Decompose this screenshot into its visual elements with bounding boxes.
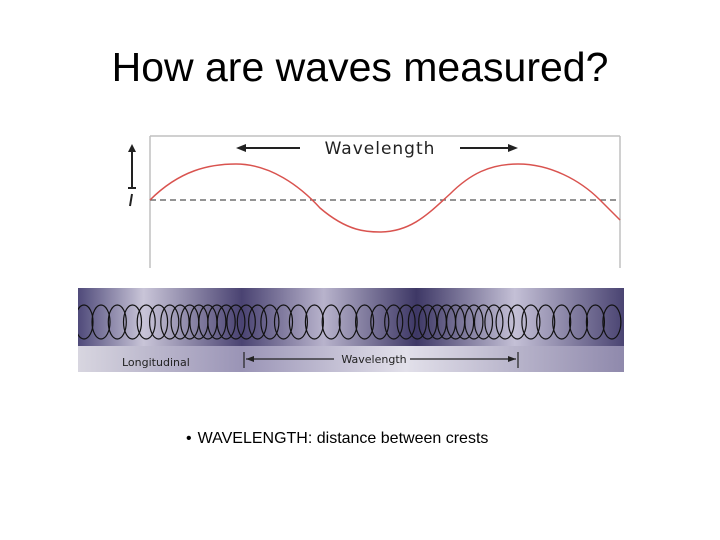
- coil-loop: [216, 304, 236, 340]
- coil-loop: [91, 304, 111, 340]
- coil-loop: [136, 304, 156, 340]
- coil-loop: [78, 304, 94, 340]
- coil-loop: [521, 304, 541, 340]
- coil-loop: [107, 304, 127, 340]
- coil-loop: [602, 304, 622, 340]
- coil-loop: [418, 304, 438, 340]
- coil-loop: [122, 304, 143, 340]
- coil-loop: [248, 304, 268, 340]
- coil-loop: [484, 304, 504, 340]
- bullet-text: WAVELENGTH: distance between crests: [197, 430, 489, 447]
- coil-loop: [507, 304, 527, 340]
- coil-loop: [160, 304, 180, 340]
- coil-loop: [407, 304, 427, 340]
- coil-loop: [207, 304, 227, 340]
- coil-loop: [473, 304, 494, 340]
- longitudinal-wavelength-label: Wavelength: [341, 353, 406, 366]
- wavelength-label: Wavelength: [325, 139, 436, 159]
- coil-loop: [355, 304, 375, 340]
- coil-loop: [288, 304, 308, 340]
- coil-loop: [455, 304, 475, 340]
- spring-coils: [78, 304, 622, 340]
- coil-loop: [226, 304, 246, 340]
- coil-loop: [338, 304, 358, 340]
- coil-loop: [568, 304, 589, 340]
- longitudinal-label: Longitudinal: [122, 356, 190, 369]
- longitudinal-wave-diagram: Longitudinal Wavelength: [78, 288, 624, 372]
- coil-loop: [585, 304, 606, 340]
- slide-title: How are waves measured?: [111, 44, 609, 90]
- coil-loop: [236, 304, 256, 340]
- coil-loop: [260, 304, 280, 340]
- label-band: [78, 346, 624, 372]
- coil-loop: [495, 304, 515, 340]
- coil-loop: [396, 304, 416, 340]
- coil-loop: [148, 304, 169, 340]
- coil-loop: [273, 304, 294, 340]
- coil-loop: [321, 304, 341, 340]
- coil-loop: [370, 304, 390, 340]
- longitudinal-wavelength-arrow: [243, 352, 519, 368]
- coil-loop: [304, 304, 324, 340]
- coil-loop: [536, 304, 556, 340]
- coil-loop: [384, 304, 404, 340]
- wavelength-arrow: [236, 144, 518, 152]
- coil-loop: [170, 304, 190, 340]
- transverse-wave: [149, 163, 621, 233]
- bullet-dot: •: [186, 430, 192, 447]
- transverse-wave-diagram: Wavelength: [128, 135, 621, 268]
- coil-loop: [464, 304, 484, 340]
- amplitude-marker: [128, 144, 136, 207]
- coil-band: [78, 288, 624, 352]
- bullet-point: • WAVELENGTH: distance between crests: [186, 430, 488, 448]
- coil-loop: [552, 304, 572, 340]
